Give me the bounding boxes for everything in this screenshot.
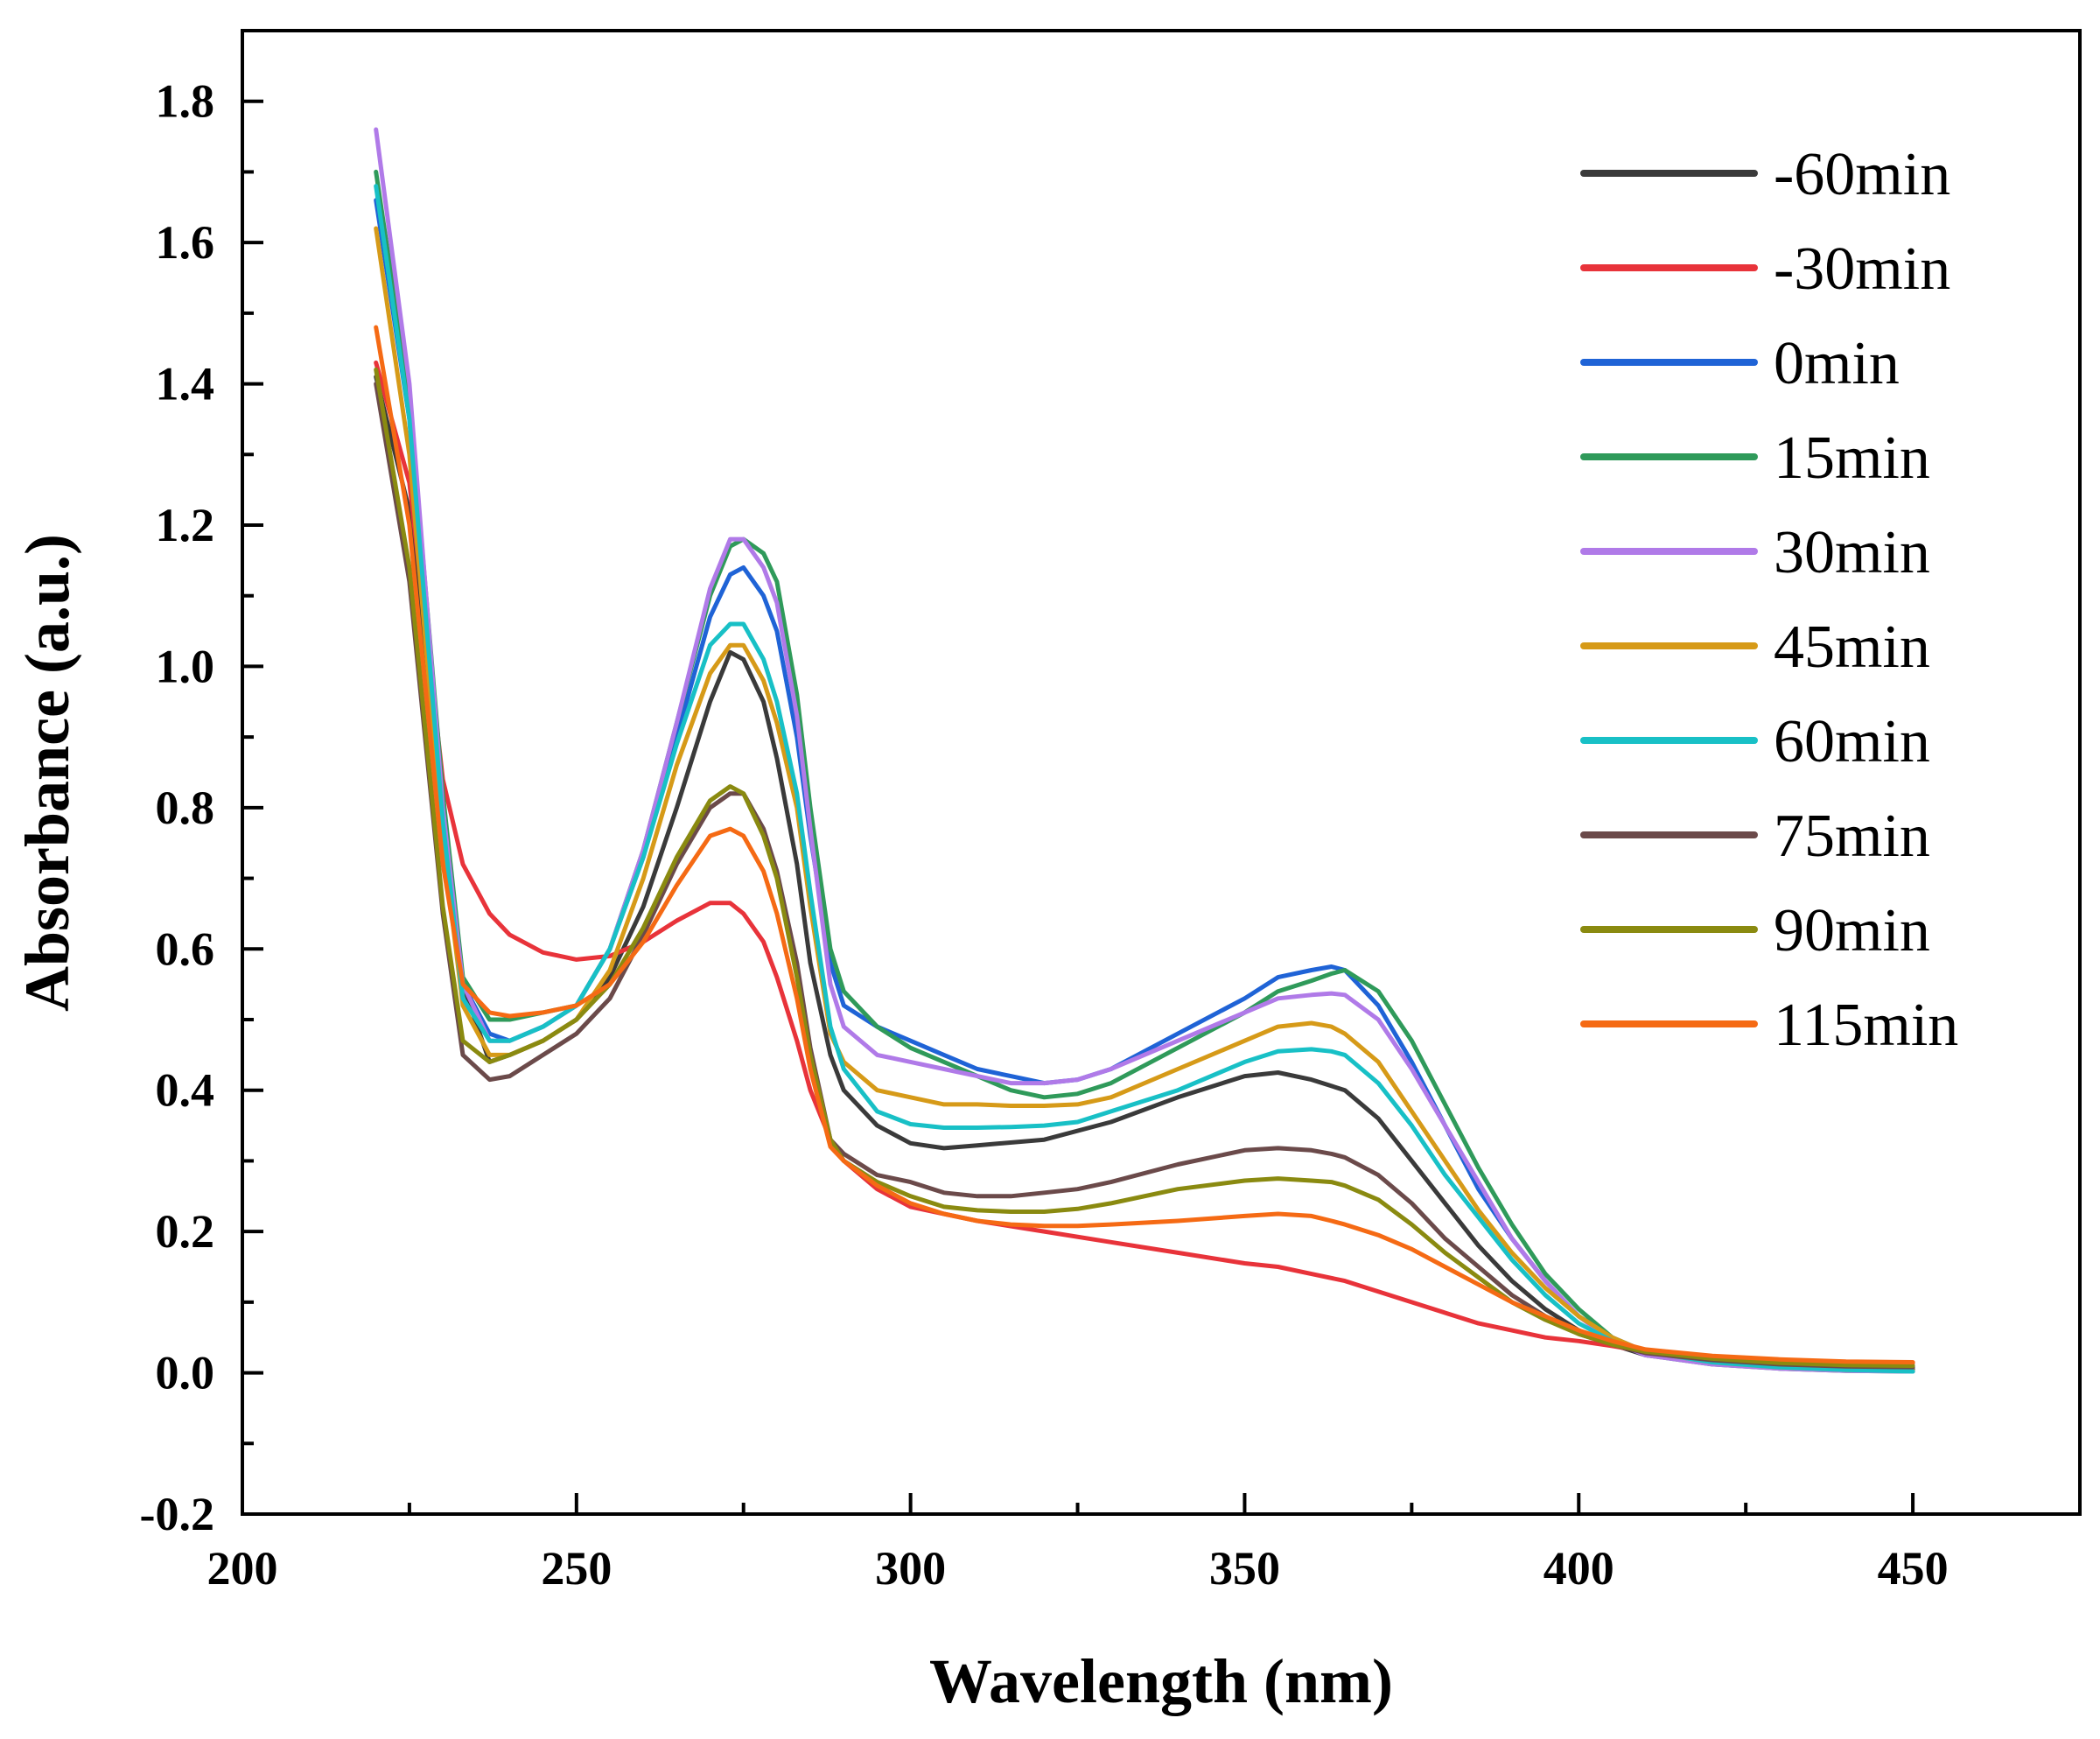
x-tick-label: 350 [1209,1542,1280,1595]
y-tick-label: -0.2 [140,1488,214,1540]
y-tick-label: 0.6 [156,922,215,975]
y-tick-label: 1.2 [156,499,215,551]
y-tick-label: 0.2 [156,1205,215,1258]
legend-label: 30min [1774,519,1930,586]
legend-label: 90min [1774,897,1930,964]
legend-label: 0min [1774,330,1900,397]
x-tick-label: 250 [541,1542,612,1595]
plot-frame [241,29,2082,1516]
y-tick-label: 1.6 [156,216,215,269]
x-tick-label: 450 [1878,1542,1949,1595]
legend: -60min -30min 0min 15min 30min 45min 60min 75mi… [1580,141,1958,1059]
y-tick-label: 1.4 [156,358,215,410]
x-tick-label: 200 [207,1542,278,1595]
legend-label: 75min [1774,803,1930,870]
series-layer [374,127,1915,1374]
legend-label: 15min [1774,424,1930,492]
legend-label: 45min [1774,614,1930,681]
y-tick-label: 1.8 [156,75,215,128]
y-tick-label: 0.4 [156,1064,215,1117]
axes-layer: 200 250 300 350 400 450 -0.2 0.0 0.2 0.4 0.6 0.8 1.0… [140,75,1949,1595]
x-tick-label: 300 [875,1542,946,1595]
y-axis-title: Absorbance (a.u.) [12,534,82,1012]
series-line-7 [374,382,1915,1370]
x-tick-label: 400 [1544,1542,1614,1595]
series-line-5 [374,226,1915,1373]
y-tick-label: 1.0 [156,640,215,692]
y-tick-label: 0.8 [156,782,215,834]
legend-label: -30min [1774,235,1950,303]
legend-label: 60min [1774,708,1930,775]
legend-label: 115min [1774,992,1958,1059]
y-tick-label: 0.0 [156,1347,215,1399]
legend-label: -60min [1774,141,1950,208]
series-line-9 [374,325,1915,1364]
x-axis-title: Wavelength (nm) [929,1646,1393,1716]
series-line-6 [374,184,1915,1374]
